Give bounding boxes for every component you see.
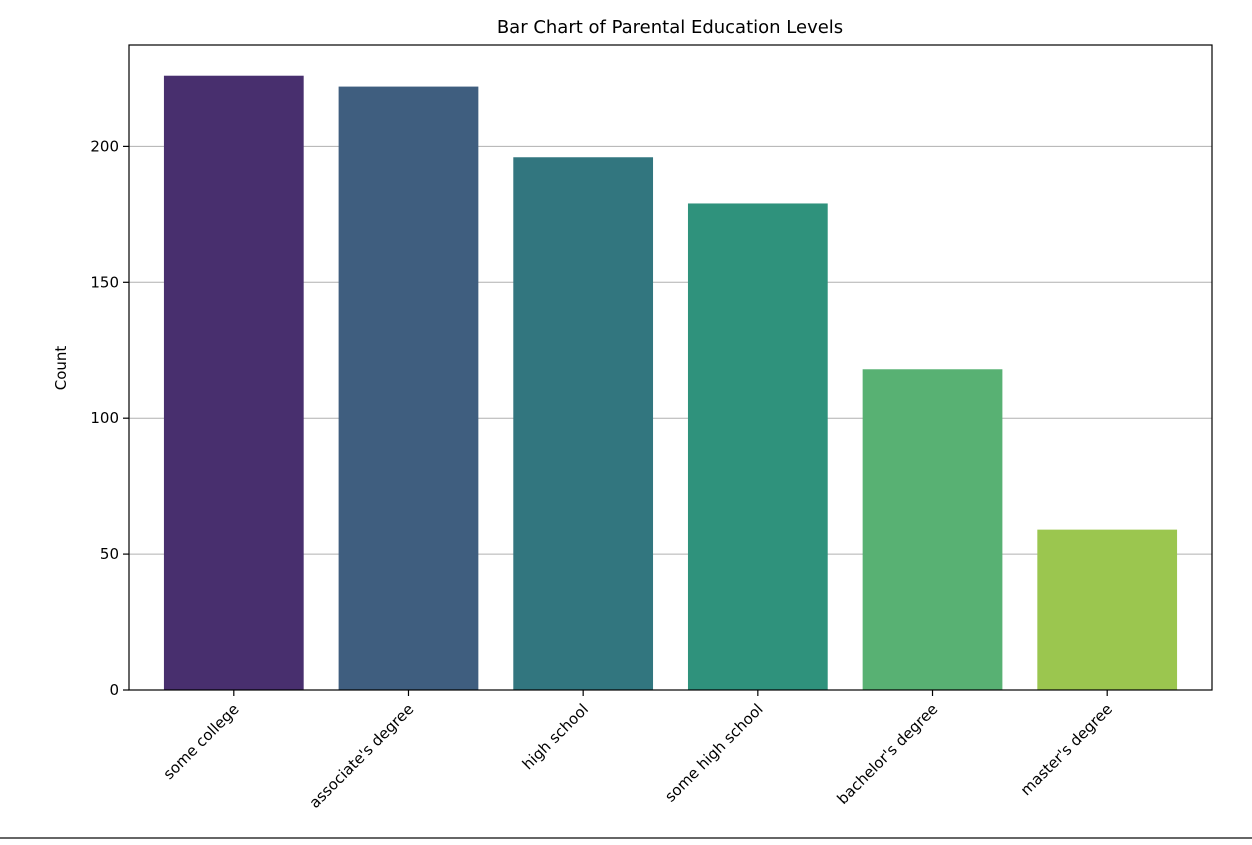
x-tick-label: some college <box>160 700 243 783</box>
plot-frame <box>128 44 1213 691</box>
bar-some-college <box>163 75 304 690</box>
y-axis-label: Count <box>52 346 70 391</box>
bar-associate-s-degree <box>338 86 479 690</box>
bar-master-s-degree <box>1037 529 1178 690</box>
chart-title: Bar Chart of Parental Education Levels <box>497 17 843 38</box>
x-tick-label: master's degree <box>1017 700 1116 799</box>
x-axis-ticks: some college associate's degree high schoo… <box>160 690 1116 812</box>
y-tick-label: 50 <box>100 545 119 563</box>
bar-high-school <box>513 157 654 690</box>
bar-some-high-school <box>687 203 828 690</box>
x-tick-label: high school <box>519 700 592 773</box>
x-tick-label: associate's degree <box>306 700 418 812</box>
bar-bachelor-s-degree <box>862 369 1003 690</box>
y-tick-label: 100 <box>90 409 119 427</box>
y-tick-label: 150 <box>90 273 119 291</box>
x-tick-label: bachelor's degree <box>834 700 942 808</box>
bars <box>163 75 1178 690</box>
x-tick-label: some high school <box>661 700 766 805</box>
y-tick-label: 0 <box>109 681 119 699</box>
y-tick-label: 200 <box>90 137 119 155</box>
y-axis-ticks: 0 50 100 150 200 <box>90 137 129 699</box>
